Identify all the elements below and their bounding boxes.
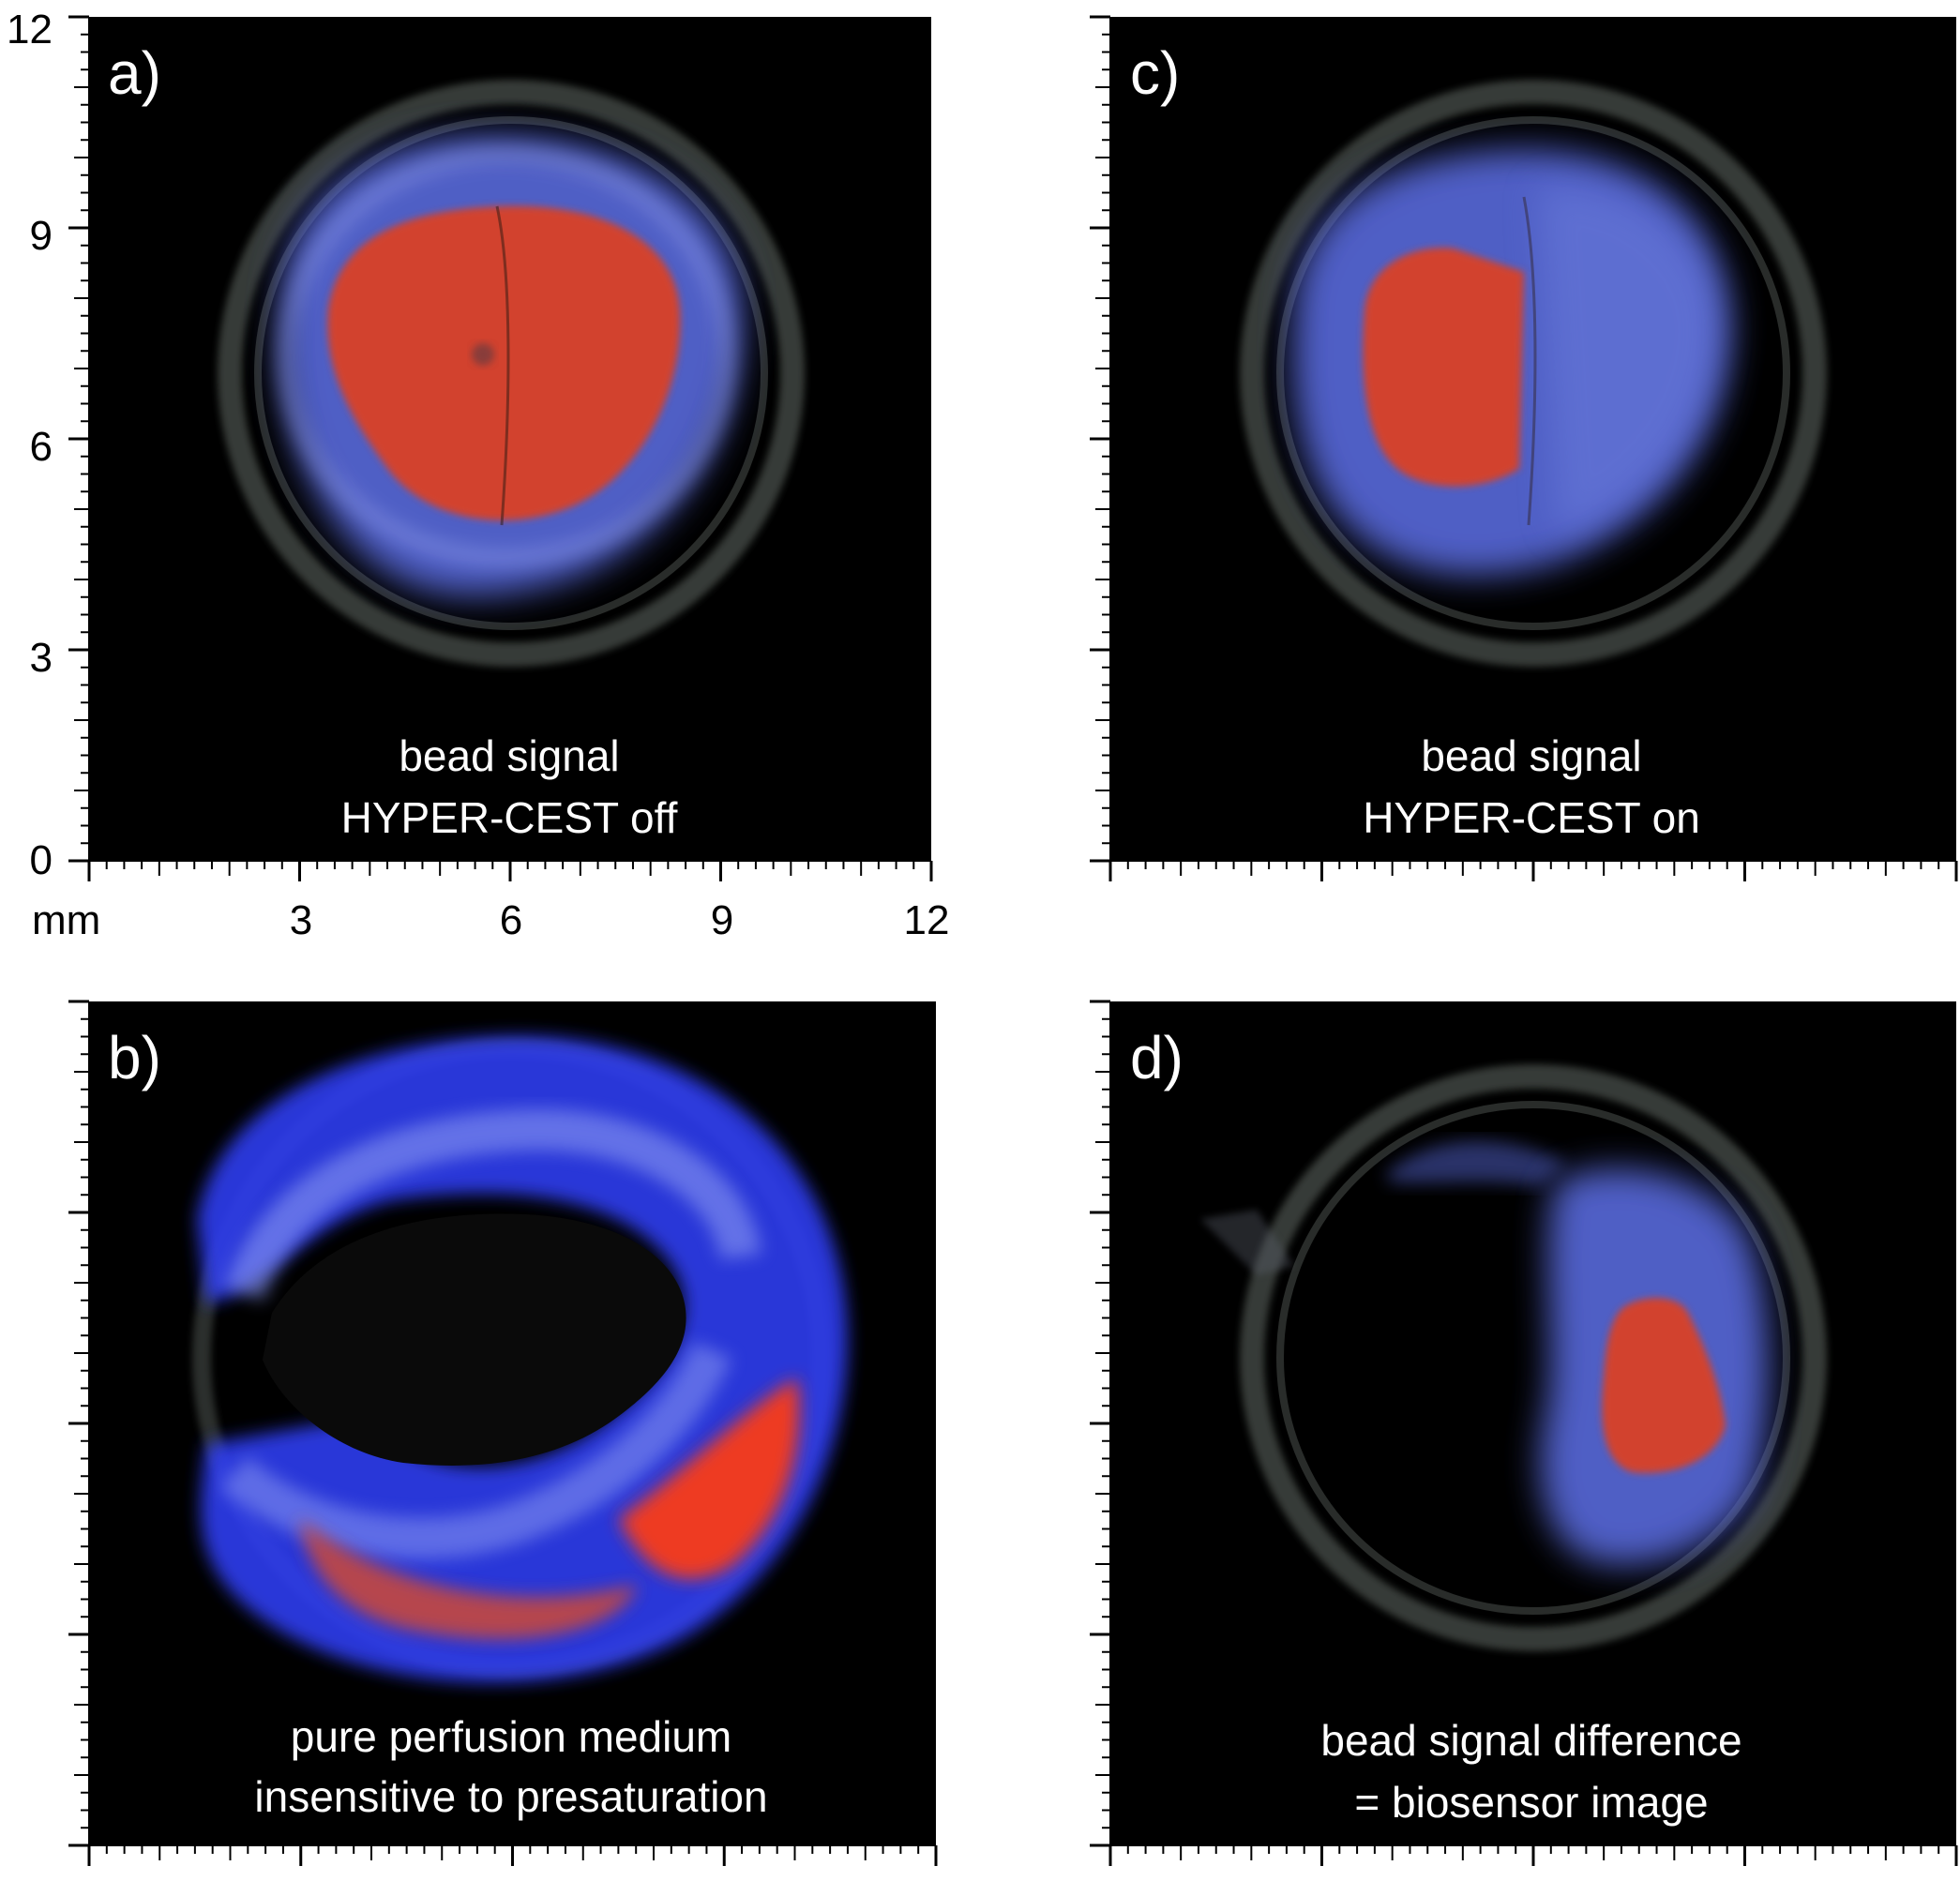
x-axis-labels: mm 3 6 9 12: [32, 897, 949, 943]
panel-d-caption-line1: bead signal difference: [1320, 1716, 1741, 1765]
panel-b-light-blue-band-top: [224, 1108, 761, 1302]
x-tick-label-6: 6: [500, 897, 522, 943]
y-tick-label-12: 12: [7, 7, 53, 53]
panel-b-caption-line2: insensitive to presaturation: [254, 1772, 767, 1821]
panel-c-dish-ring: [1240, 80, 1827, 667]
panel-b: b) pure perfusion medium insensitive to …: [89, 1001, 936, 1845]
panel-d-label: d): [1130, 1024, 1184, 1091]
y-tick-label-3: 3: [30, 635, 53, 681]
axis-ticks: [68, 15, 1958, 1866]
x-tick-label-9: 9: [711, 897, 733, 943]
x-tick-label-3: 3: [290, 897, 312, 943]
y-tick-label-9: 9: [30, 213, 53, 259]
panel-b-label: b): [108, 1024, 161, 1091]
panel-c-caption-line1: bead signal: [1421, 731, 1641, 780]
panel-d-gray-wisp: [1200, 1210, 1294, 1275]
panel-b-red-bottom: [300, 1519, 638, 1639]
panel-a-label: a): [108, 39, 161, 107]
panel-b-caption-line1: pure perfusion medium: [291, 1712, 731, 1761]
panel-c-label: c): [1130, 39, 1180, 107]
panel-c-red-signal: [1363, 248, 1524, 487]
panel-c-caption-line2: HYPER-CEST on: [1363, 793, 1700, 842]
panel-d-caption-line2: = biosensor image: [1354, 1778, 1708, 1827]
panel-d-red-signal: [1602, 1298, 1726, 1473]
panel-a: a) bead signal HYPER-CEST off: [89, 17, 931, 861]
panel-a-dish-ring: [218, 80, 805, 667]
panel-d-dish-ring: [1240, 1064, 1827, 1651]
panel-a-ring-highlight: [277, 145, 736, 567]
panel-c-artifact: [1522, 196, 1537, 526]
panel-d: d) bead signal difference = biosensor im…: [1110, 1001, 1956, 1845]
panel-a-inner-ring: [254, 116, 768, 630]
panel-a-artifact-dot: [472, 343, 494, 366]
panel-c-inner-ring: [1276, 116, 1790, 630]
panel-a-artifact: [495, 205, 510, 526]
panel-d-blue-wisp: [1388, 1140, 1566, 1186]
panel-c: c) bead signal HYPER-CEST on: [1110, 17, 1956, 861]
panel-a-caption-line1: bead signal: [399, 731, 619, 780]
panel-d-inner-ring: [1276, 1101, 1790, 1615]
panel-b-dark-interior: [263, 1213, 686, 1466]
x-tick-label-12: 12: [904, 897, 950, 943]
panel-b-light-blue-band-bottom: [220, 1341, 732, 1559]
y-tick-label-0: 0: [30, 837, 53, 883]
y-axis-labels: 12 9 6 3 0: [7, 7, 53, 883]
x-axis-unit: mm: [32, 897, 100, 943]
y-tick-label-6: 6: [30, 424, 53, 470]
panel-b-red-right: [619, 1378, 800, 1579]
panel-c-blue-right: [1538, 187, 1716, 535]
panel-a-caption-line2: HYPER-CEST off: [341, 793, 678, 842]
panel-a-red-signal: [327, 205, 681, 520]
